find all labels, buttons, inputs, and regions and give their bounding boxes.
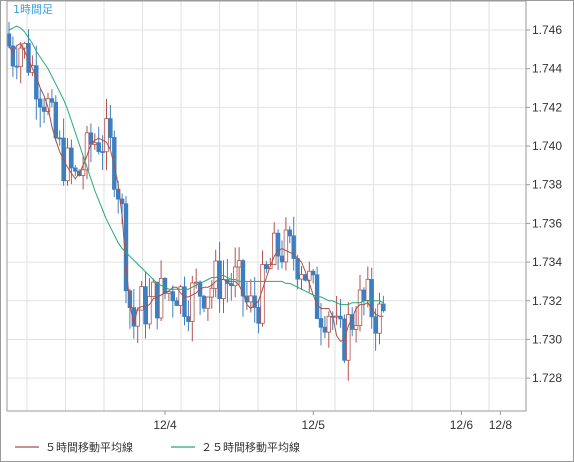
candle-up	[80, 169, 86, 177]
candle-down	[10, 45, 16, 67]
candle-down	[361, 289, 367, 301]
plot-border	[6, 1, 527, 412]
candle-down	[53, 101, 58, 139]
y-tick-label: 1.738	[532, 178, 562, 192]
candle-down	[108, 118, 113, 138]
candle-down	[49, 98, 55, 103]
candle-down	[182, 286, 187, 317]
x-tick-label: 12/5	[302, 418, 326, 432]
candle-up	[232, 266, 238, 287]
candle-down	[229, 283, 234, 287]
candle-down	[170, 291, 175, 302]
candle-down	[116, 188, 121, 200]
candle-down	[240, 260, 246, 297]
candle-down	[275, 232, 281, 257]
candle-up	[353, 325, 359, 330]
candle-up	[151, 281, 156, 297]
y-tick-label: 1.732	[532, 294, 562, 308]
moving-average-lines	[8, 25, 384, 343]
candle-up	[193, 281, 199, 284]
y-tick-label: 1.746	[532, 23, 562, 37]
y-tick-label: 1.744	[532, 62, 562, 76]
y-tick-label: 1.730	[532, 332, 562, 346]
candle-down	[174, 300, 179, 306]
candle-down	[252, 295, 257, 308]
candle-up	[248, 295, 253, 303]
candle-up	[205, 296, 211, 309]
candle-up	[209, 287, 214, 298]
candle-up	[18, 47, 23, 68]
x-tick-label: 12/6	[450, 418, 474, 432]
candle-down	[310, 270, 316, 276]
candle-down	[186, 316, 191, 323]
candle-down	[256, 307, 261, 324]
candle-up	[307, 270, 312, 281]
candle-down	[14, 65, 19, 68]
candle-up	[45, 98, 51, 112]
candle-down	[38, 98, 43, 108]
grid	[7, 1, 526, 411]
candle-down	[373, 316, 378, 334]
legend: ５時間移動平均線 ２５時間移動平均線	[15, 440, 300, 454]
legend-label-ma25: ２５時間移動平均線	[201, 440, 300, 454]
candle-up	[221, 279, 226, 299]
candle-down	[34, 65, 39, 100]
legend-label-ma5: ５時間移動平均線	[45, 440, 133, 454]
candle-down	[26, 42, 31, 73]
candle-down	[6, 33, 12, 47]
candle-up	[377, 303, 382, 334]
candle-up	[92, 142, 97, 145]
candle-down	[381, 303, 386, 312]
candle-down	[127, 290, 133, 308]
candle-down	[279, 255, 285, 263]
y-tick-label: 1.736	[532, 216, 562, 230]
x-tick-label: 12/4	[153, 418, 177, 432]
ma5-line	[8, 42, 384, 343]
candle-up	[236, 260, 242, 268]
candle-down	[100, 151, 105, 153]
candle-up	[22, 42, 27, 49]
y-axis: 1.746 1.744 1.742 1.740 1.738 1.736 1.734 1.732…	[526, 23, 562, 385]
candle-down	[154, 281, 160, 319]
candle-up	[104, 118, 109, 153]
candle-up	[365, 279, 370, 301]
y-tick-label: 1.740	[532, 139, 562, 153]
candle-down	[57, 137, 62, 140]
candle-down	[287, 229, 292, 237]
candle-up	[158, 277, 164, 319]
x-tick-label: 12/8	[489, 418, 513, 432]
candle-down	[264, 264, 269, 270]
candle-down	[291, 235, 296, 259]
candle-up	[346, 314, 351, 361]
candle-up	[357, 289, 363, 327]
y-tick-label: 1.734	[532, 255, 562, 269]
ma25-line	[8, 25, 384, 306]
candle-up	[213, 260, 218, 289]
candle-up	[299, 274, 304, 280]
candle-up	[147, 296, 152, 325]
candle-up	[283, 229, 289, 263]
candle-down	[369, 279, 374, 318]
candle-down	[322, 326, 328, 333]
candle-down	[295, 258, 300, 280]
candle-down	[73, 167, 78, 172]
y-tick-label: 1.728	[532, 371, 562, 385]
candle-up	[334, 315, 339, 318]
candle-down	[41, 106, 47, 112]
candle-down	[96, 142, 101, 152]
candle-down	[201, 295, 207, 309]
candle-down	[143, 286, 148, 325]
candle-down	[318, 318, 324, 328]
candle-up	[326, 315, 331, 333]
candle-down	[162, 277, 168, 294]
candle-down	[338, 315, 343, 320]
y-tick-label: 1.742	[532, 100, 562, 114]
x-axis: 12/4 12/5 12/6 12/8	[153, 411, 512, 432]
candle-down	[69, 147, 74, 169]
candle-up	[190, 282, 195, 323]
period-label: 1時間足	[13, 3, 53, 16]
candles	[6, 21, 386, 381]
